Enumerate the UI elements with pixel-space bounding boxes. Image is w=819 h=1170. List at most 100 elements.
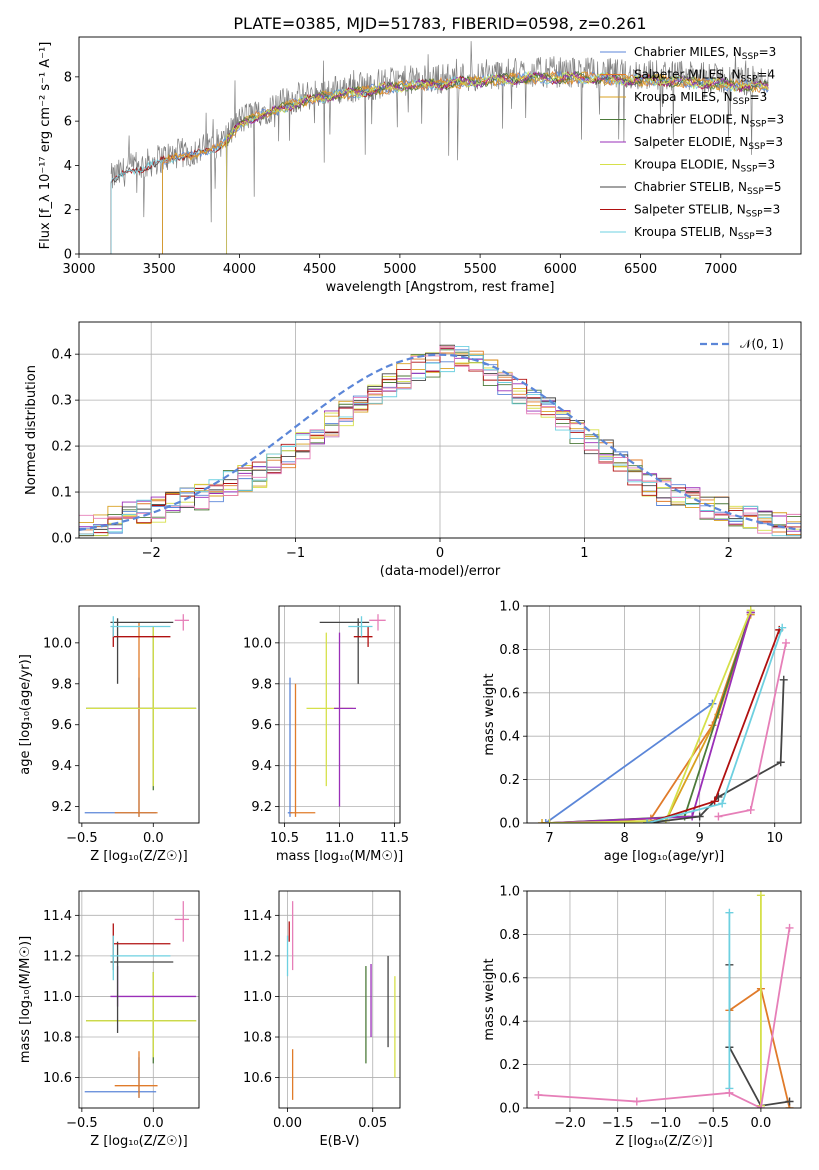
axes-frame (78, 36, 802, 255)
x-tick-label: 11.5 (380, 831, 409, 846)
y-tick-label: 0.3 (51, 394, 72, 409)
x-tick-label: 7 (545, 831, 553, 846)
series-marker (776, 758, 785, 767)
series-marker (756, 891, 765, 900)
axes-frame (278, 890, 401, 1109)
series-marker (779, 675, 788, 684)
plot-area (79, 344, 801, 537)
y-tick-label: 11.0 (243, 990, 272, 1005)
plot-area (538, 606, 790, 823)
y-tick-label: 10.6 (43, 1071, 72, 1086)
legend-subscript: SSP (748, 142, 765, 152)
legend-label: Kroupa MILES, N (634, 90, 733, 104)
y-tick-label: 0.2 (499, 1058, 520, 1073)
series-line (549, 612, 752, 823)
legend-entry: Kroupa ELODIE, NSSP=3 (634, 158, 775, 175)
plot-area (110, 41, 770, 254)
x-axis-label: mass [log₁₀(M/M☉)] (276, 849, 403, 864)
y-tick-label: 0.0 (51, 532, 72, 547)
plot-area (84, 614, 197, 817)
legend-entry: Salpeter STELIB, NSSP=3 (634, 203, 780, 220)
legend-suffix: =3 (750, 90, 768, 104)
y-tick-label: 11.0 (43, 990, 72, 1005)
y-tick-label: 0.4 (499, 730, 520, 745)
plot-area (534, 891, 794, 1108)
x-tick-label: 1 (580, 546, 588, 561)
x-axis-label: age [log₁₀(age/yr)] (604, 849, 725, 864)
legend-suffix: =3 (757, 158, 775, 172)
x-tick-label: 0.0 (751, 1116, 772, 1131)
legend-label: Kroupa ELODIE, N (634, 158, 741, 172)
y-tick-label: 11.4 (43, 909, 72, 924)
x-axis-label: Z [log₁₀(Z/Z☉)] (90, 849, 187, 864)
legend-subscript: SSP (746, 210, 763, 220)
y-tick-label: 1.0 (499, 885, 520, 900)
legend-subscript: SSP (750, 120, 767, 130)
legend-entry: Chabrier ELODIE, NSSP=3 (634, 113, 784, 130)
axes-frame (526, 605, 802, 824)
y-axis-label: mass weight (482, 673, 497, 755)
x-axis-label: (data-model)/error (380, 564, 501, 579)
y-tick-label: 9.4 (251, 759, 272, 774)
legend-label: Salpeter MILES, N (634, 68, 741, 82)
series-marker (632, 1097, 641, 1106)
x-tick-label: −1.5 (602, 1116, 634, 1131)
x-tick-label: 10 (766, 831, 783, 846)
figure-title: PLATE=0385, MJD=51783, FIBERID=0598, z=0… (233, 14, 646, 33)
x-tick-label: 0.0 (143, 831, 164, 846)
panel-spectrum: 3000 3500 4000 4500 5000 5500 6000 6500 7000 0 2 4 6… (38, 36, 802, 295)
y-tick-label: 9.4 (51, 759, 72, 774)
legend-label: Salpeter ELODIE, N (634, 135, 748, 149)
legend-subscript: SSP (741, 165, 758, 175)
spectrum-model-line (226, 70, 769, 254)
series-line (545, 702, 713, 823)
legend-subscript: SSP (747, 187, 764, 197)
legend-subscript: SSP (741, 75, 758, 85)
panel-massweight_vs_Z: −2.0 −1.5 −1.0 −0.5 0.0 0.0 0.2 0.4 0.6 0.8 1.0 Z [… (482, 885, 802, 1149)
x-tick-label: 6000 (544, 262, 577, 277)
panel-mass_vs_Z: −0.5 0.0 10.6 10.8 11.0 11.2 11.4 Z [log₁₀(Z/Z☉… (18, 890, 200, 1149)
plot-area (286, 901, 396, 1100)
y-tick-label: 0.0 (499, 1102, 520, 1117)
x-tick-label: −0.5 (697, 1116, 729, 1131)
x-tick-label: 3500 (143, 262, 176, 277)
y-tick-label: 11.4 (243, 909, 272, 924)
legend-subscript: SSP (738, 232, 755, 242)
x-tick-label: 10.5 (270, 831, 299, 846)
x-tick-label: −0.5 (66, 831, 98, 846)
y-tick-label: 0.4 (51, 348, 72, 363)
x-tick-label: 11.0 (325, 831, 354, 846)
y-tick-label: 0.4 (499, 1015, 520, 1030)
legend-suffix: =3 (765, 135, 783, 149)
panel-age_vs_Z: −0.5 0.0 9.2 9.4 9.6 9.8 10.0 Z [log₁₀(Z/Z☉)] ag… (18, 605, 200, 864)
axes-frame (78, 321, 802, 539)
series-marker (746, 805, 755, 814)
x-tick-label: 0 (436, 546, 444, 561)
legend-label: 𝒩(0, 1) (740, 337, 784, 351)
legend-suffix: =3 (755, 225, 773, 239)
y-tick-label: 11.2 (243, 949, 272, 964)
series-line (728, 987, 791, 1108)
series-marker (695, 812, 704, 821)
y-axis-label: mass weight (482, 958, 497, 1040)
y-tick-label: 9.2 (51, 800, 72, 815)
x-tick-label: 5500 (464, 262, 497, 277)
y-tick-label: 1.0 (499, 600, 520, 615)
y-tick-label: 9.6 (251, 718, 272, 733)
y-tick-label: 0.1 (51, 486, 72, 501)
legend-entry: Chabrier MILES, NSSP=3 (634, 45, 776, 62)
series-marker (710, 797, 719, 806)
x-tick-label: −2.0 (554, 1116, 586, 1131)
x-tick-label: 0.00 (273, 1116, 302, 1131)
legend-label: Salpeter STELIB, N (634, 203, 746, 217)
histogram-step (79, 345, 801, 534)
y-tick-label: 9.6 (51, 718, 72, 733)
x-tick-label: 3000 (62, 262, 95, 277)
legend-label: Chabrier ELODIE, N (634, 113, 750, 127)
y-tick-label: 10.0 (43, 636, 72, 651)
legend-suffix: =5 (764, 180, 782, 194)
series-marker (781, 638, 790, 647)
x-tick-label: 4500 (303, 262, 336, 277)
x-axis-label: Z [log₁₀(Z/Z☉)] (90, 1134, 187, 1149)
